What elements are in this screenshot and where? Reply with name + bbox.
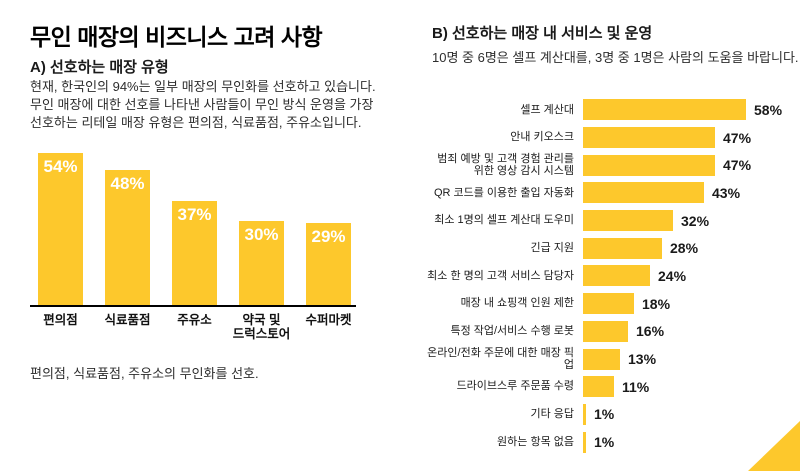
category-label: 안내 키오스크 (510, 131, 574, 144)
chart-row: 범죄 예방 및 고객 경험 관리를 위한 영상 감시 시스템 47% (424, 151, 800, 179)
chart-row: QR 코드를 이용한 출입 자동화 43% (424, 179, 800, 207)
value-label: 11% (622, 378, 650, 395)
category-label: 약국 및 드럭스토어 (232, 313, 291, 341)
section-a-heading: A) 선호하는 매장 유형 (30, 59, 169, 76)
bar (583, 403, 586, 425)
section-a-caption: 편의점, 식료품점, 주유소의 무인화를 선호. (30, 366, 259, 381)
bar: 48% (105, 170, 150, 305)
chart-row: 기타 응답 1% (424, 401, 800, 429)
store-type-bars: 54% 48% 37% 30% 29% (27, 153, 363, 305)
category-label: 셀프 계산대 (520, 103, 574, 116)
value-label: 48% (110, 174, 145, 193)
category-label: 편의점 (43, 313, 78, 327)
section-b-heading: B) 선호하는 매장 내 서비스 및 운영 (432, 25, 653, 42)
chart-row: 긴급 지원 28% (424, 234, 800, 262)
bar: 30% (239, 221, 284, 305)
category-label: 기타 응답 (530, 408, 574, 421)
chart-row: 온라인/전화 주문에 대한 매장 픽업 13% (424, 345, 800, 373)
bar-group: 37% (161, 201, 228, 305)
chart-row: 셀프 계산대 58% (424, 96, 800, 124)
value-label: 37% (177, 205, 212, 224)
bar (583, 237, 662, 259)
section-b-subtitle: 10명 중 6명은 셀프 계산대를, 3명 중 1명은 사람의 도움을 바랍니다… (432, 50, 799, 65)
chart-row: 드라이브스루 주문품 수령 11% (424, 373, 800, 401)
value-label: 43% (712, 184, 741, 201)
section-a-description: 현재, 한국인의 94%는 일부 매장의 무인화를 선호하고 있습니다. 무인 … (30, 79, 376, 130)
value-label: 16% (636, 323, 665, 340)
category-label: 매장 내 쇼핑객 인원 제한 (460, 297, 574, 310)
value-label: 24% (658, 267, 687, 284)
bar (583, 293, 634, 315)
value-label: 58% (754, 101, 783, 118)
value-label: 47% (723, 129, 752, 146)
bar: 29% (306, 223, 351, 305)
category-label: 원하는 항목 없음 (497, 435, 574, 448)
category-label: 드라이브스루 주문품 수령 (456, 380, 574, 393)
bar: 54% (38, 153, 83, 305)
value-label: 30% (244, 225, 279, 244)
bar (583, 376, 614, 398)
x-axis-line (30, 305, 356, 307)
category-label: 범죄 예방 및 고객 경험 관리를 위한 영상 감시 시스템 (437, 152, 574, 178)
value-label: 18% (642, 295, 671, 312)
category-label: 수퍼마켓 (305, 313, 352, 327)
category-label: 식료품점 (104, 313, 151, 327)
bar (583, 265, 650, 287)
bar-group: 30% (228, 221, 295, 305)
value-label: 28% (670, 240, 699, 257)
category-label: QR 코드를 이용한 출입 자동화 (433, 186, 574, 199)
value-label: 1% (594, 434, 615, 451)
bar (583, 154, 715, 176)
chart-row: 매장 내 쇼핑객 인원 제한 18% (424, 290, 800, 318)
category-label: 주유소 (177, 313, 212, 327)
category-label: 최소 1명의 셀프 계산대 도우미 (434, 214, 574, 227)
chart-row: 최소 한 명의 고객 서비스 담당자 24% (424, 262, 800, 290)
bar (583, 320, 628, 342)
value-label: 54% (43, 157, 78, 176)
bar (583, 431, 586, 453)
chart-row: 원하는 항목 없음 1% (424, 428, 800, 456)
bar (583, 182, 704, 204)
chart-row: 특정 작업/서비스 수행 로봇 16% (424, 318, 800, 346)
bar (583, 99, 746, 121)
bar: 37% (172, 201, 217, 305)
chart-row: 최소 1명의 셀프 계산대 도우미 32% (424, 207, 800, 235)
store-type-bar-chart: 54% 48% 37% 30% 29% 편의점 식료품점 주유소 약국 및 드럭스토어 수퍼마켓 (27, 153, 363, 341)
bar (583, 210, 673, 232)
bar-group: 48% (94, 170, 161, 305)
category-label: 최소 한 명의 고객 서비스 담당자 (427, 269, 574, 282)
value-label: 47% (723, 157, 752, 174)
bar (583, 348, 620, 370)
value-label: 29% (311, 227, 346, 246)
category-label: 특정 작업/서비스 수행 로봇 (450, 325, 574, 338)
bar-group: 29% (295, 223, 362, 305)
chart-row: 안내 키오스크 47% (424, 124, 800, 152)
services-bar-chart: 셀프 계산대 58% 안내 키오스크 47% 범죄 예방 및 고객 경험 관리를 위한 … (424, 96, 800, 456)
category-label: 긴급 지원 (530, 242, 574, 255)
store-type-labels: 편의점 식료품점 주유소 약국 및 드럭스토어 수퍼마켓 (27, 313, 363, 341)
bar (583, 127, 715, 149)
value-label: 13% (628, 351, 657, 368)
value-label: 32% (681, 212, 710, 229)
page-title: 무인 매장의 비즈니스 고려 사항 (30, 24, 323, 50)
value-label: 1% (594, 406, 615, 423)
bar-group: 54% (27, 153, 94, 305)
category-label: 온라인/전화 주문에 대한 매장 픽업 (427, 346, 574, 372)
